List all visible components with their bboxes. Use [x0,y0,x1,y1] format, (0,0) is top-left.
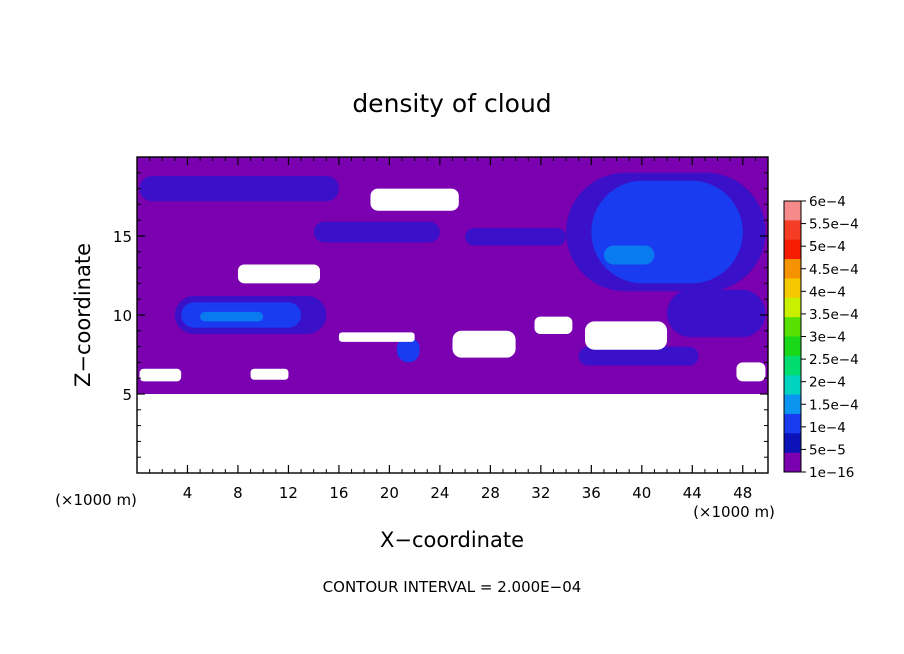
colorbar-label-0: 6e−4 [809,194,846,210]
undefined-region-0 [370,188,459,211]
colorbar-swatch-2 [784,239,801,260]
undefined-region-1 [237,264,320,284]
colorbar-label-3: 4.5e−4 [809,262,859,278]
colorbar-label-10: 1e−4 [809,420,846,436]
x-tick-label-6: 28 [481,484,500,502]
density-band-9 [396,337,420,363]
x-tick-label-9: 40 [632,484,651,502]
density-band-6 [578,346,699,366]
plot-area [137,157,768,473]
x-tick-label-11: 48 [733,484,752,502]
density-band-1 [313,221,440,243]
y-tick-label-0: 5 [122,386,132,404]
density-band-5 [667,289,766,338]
density-band-7 [591,180,743,284]
x-tick-label-4: 20 [380,484,399,502]
y-tick-label-1: 10 [113,307,132,325]
undefined-region-7 [250,368,289,380]
colorbar-label-2: 5e−4 [809,239,846,255]
density-band-11 [200,311,264,322]
colorbar-label-11: 5e−5 [809,442,846,458]
colorbar-swatch-11 [784,413,801,434]
colorbar-swatch-1 [784,220,801,241]
x-tick-label-8: 36 [582,484,601,502]
colorbar-label-9: 1.5e−4 [809,397,859,413]
density-band-10 [603,245,655,265]
colorbar-label-8: 2e−4 [809,375,846,391]
x-unit-label-right: (×1000 m) [693,503,775,521]
colorbar-swatch-9 [784,375,801,396]
colorbar-swatch-5 [784,297,801,318]
undefined-region-2 [338,332,415,342]
density-band-2 [465,228,567,246]
colorbar-swatch-13 [784,452,801,473]
colorbar-swatch-6 [784,317,801,337]
colorbar-label-12: 1e−16 [809,465,854,481]
undefined-region-5 [585,321,668,350]
colorbar-label-7: 2.5e−4 [809,352,859,368]
colorbar-swatch-7 [784,336,801,357]
x-tick-label-3: 16 [329,484,348,502]
x-tick-label-10: 44 [683,484,702,502]
undefined-region-6 [139,368,182,382]
x-tick-label-2: 12 [279,484,298,502]
colorbar: 6e−4 5.5e−4 5e−4 4.5e−4 4e−4 3.5e−4 3e−4 2.5e−4… [784,194,859,481]
undefined-region-8 [736,362,766,382]
x-tick-label-7: 32 [531,484,550,502]
colorbar-swatch-0 [784,201,801,221]
colorbar-label-6: 3e−4 [809,330,846,346]
density-field [137,157,768,394]
x-axis-label: X−coordinate [380,528,524,552]
colorbar-swatch-4 [784,278,801,299]
colorbar-swatch-3 [784,259,801,279]
contour-interval-note: CONTOUR INTERVAL = 2.000E−04 [323,578,582,596]
chart-title: density of cloud [352,89,551,118]
undefined-region-3 [452,330,516,358]
density-band-0 [139,175,339,202]
colorbar-swatch-10 [784,394,801,415]
colorbar-swatch-12 [784,433,801,454]
x-tick-label-5: 24 [430,484,449,502]
x-unit-label-left: (×1000 m) [55,491,137,509]
colorbar-frame [783,200,802,473]
y-tick-label-2: 15 [113,228,132,246]
colorbar-label-5: 3.5e−4 [809,307,859,323]
undefined-region-4 [534,316,573,334]
x-tick-label-1: 8 [233,484,243,502]
colorbar-label-4: 4e−4 [809,284,846,300]
y-axis-label: Z−coordinate [71,243,95,387]
colorbar-label-1: 5.5e−4 [809,217,859,233]
x-tick-label-0: 4 [183,484,193,502]
colorbar-swatch-8 [784,355,801,376]
